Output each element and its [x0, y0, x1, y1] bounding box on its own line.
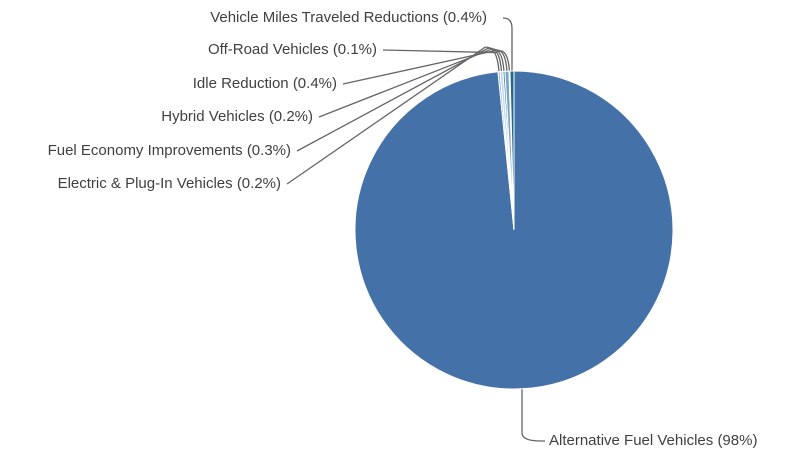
leader-line	[521, 388, 545, 442]
slice-label: Fuel Economy Improvements (0.3%)	[48, 142, 291, 159]
slice-name: Vehicle Miles Traveled Reductions	[210, 9, 438, 26]
slice-label: Electric & Plug-In Vehicles (0.2%)	[58, 175, 281, 192]
slice-value: (0.4%)	[443, 9, 487, 26]
leader-lines	[286, 17, 545, 442]
leader-line	[502, 17, 513, 72]
slice-name: Hybrid Vehicles	[161, 108, 264, 125]
slice-value: (0.2%)	[237, 175, 281, 192]
slice-label: Hybrid Vehicles (0.2%)	[161, 108, 313, 125]
slice-value: (98%)	[717, 432, 757, 449]
pie-slice	[509, 70, 515, 231]
leader-line	[342, 49, 508, 85]
slice-value: (0.2%)	[269, 108, 313, 125]
slice-name: Off-Road Vehicles	[208, 41, 329, 58]
slice-name: Alternative Fuel Vehicles	[549, 432, 713, 449]
slice-value: (0.1%)	[333, 41, 377, 58]
slice-label: Alternative Fuel Vehicles (98%)	[549, 432, 757, 449]
slice-value: (0.3%)	[247, 142, 291, 159]
slice-label: Vehicle Miles Traveled Reductions (0.4%)	[210, 9, 487, 26]
slice-value: (0.4%)	[293, 75, 337, 92]
slice-name: Electric & Plug-In Vehicles	[58, 175, 233, 192]
slice-name: Idle Reduction	[193, 75, 289, 92]
slice-name: Fuel Economy Improvements	[48, 142, 243, 159]
slice-label: Off-Road Vehicles (0.1%)	[208, 41, 377, 58]
leader-line	[382, 49, 511, 72]
slice-label: Idle Reduction (0.4%)	[193, 75, 337, 92]
